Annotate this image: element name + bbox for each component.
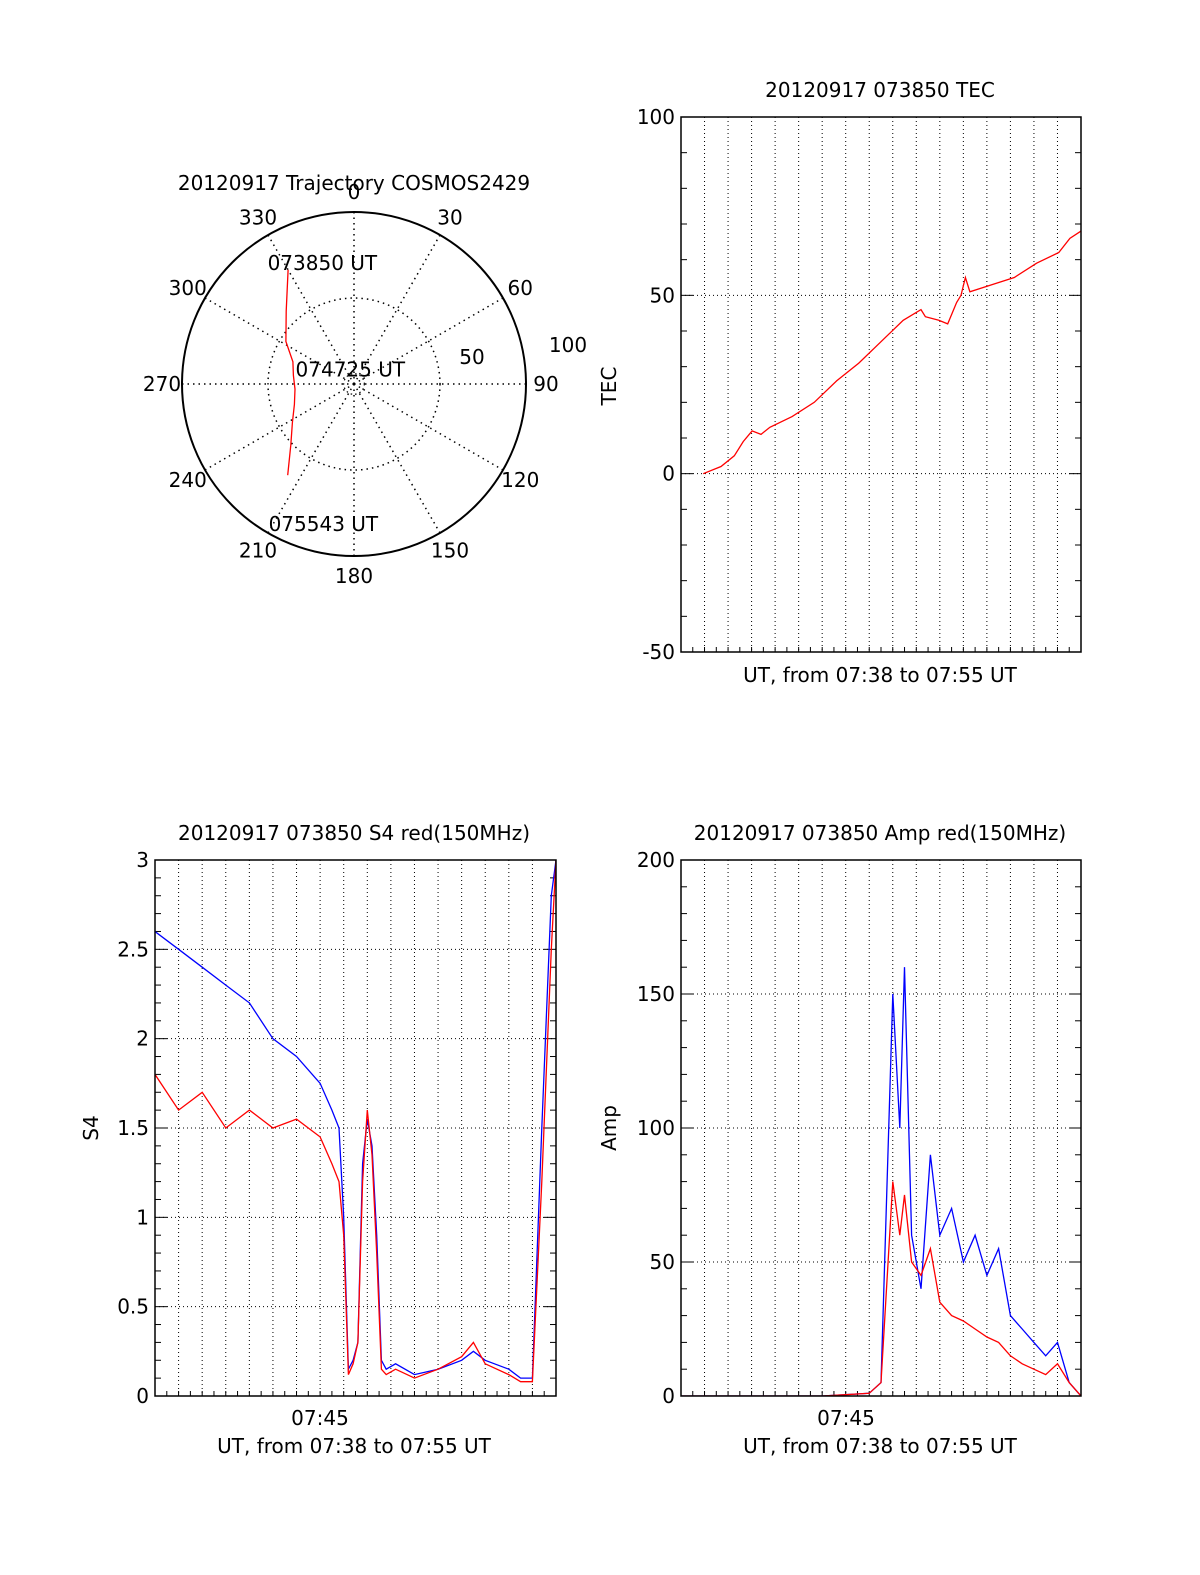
polar-azimuth-label: 120 bbox=[501, 468, 539, 492]
polar-azimuth-label: 150 bbox=[431, 538, 469, 562]
y-tick-label: -50 bbox=[642, 640, 675, 664]
s4-title: 20120917 073850 S4 red(150MHz) bbox=[178, 821, 530, 845]
y-tick-label: 0 bbox=[662, 1384, 675, 1408]
polar-spoke bbox=[267, 383, 355, 534]
polar-annotation: 075543 UT bbox=[269, 512, 379, 536]
y-tick-label: 0 bbox=[136, 1384, 149, 1408]
y-tick-label: 50 bbox=[650, 1250, 675, 1274]
polar-azimuth-label: 0 bbox=[348, 180, 361, 204]
y-tick-label: 200 bbox=[637, 848, 675, 872]
polar-annotations: 073850 UT 074725 UT 075543 UT bbox=[268, 251, 406, 536]
tec-ylabel: TEC bbox=[597, 367, 621, 407]
polar-azimuth-label: 30 bbox=[437, 206, 462, 230]
series-line bbox=[155, 860, 556, 1383]
polar-radial-label: 50 bbox=[459, 345, 484, 369]
s4-plot: 0 0.5 1 1.5 2 2.5 3 bbox=[117, 848, 557, 1408]
polar-annotation: 074725 UT bbox=[296, 358, 406, 382]
polar-spoke bbox=[353, 297, 504, 385]
y-tick-label: 0.5 bbox=[117, 1295, 149, 1319]
plot-frame bbox=[154, 859, 557, 1397]
polar-panel: 20120917 Trajectory COSMOS2429 0 30 60 90 12… bbox=[143, 171, 587, 588]
amp-xtick-label: 07:45 bbox=[817, 1406, 875, 1430]
s4-ylabel: S4 bbox=[79, 1115, 103, 1140]
polar-azimuth-label: 270 bbox=[143, 372, 181, 396]
polar-azimuth-label: 210 bbox=[239, 538, 277, 562]
polar-trajectory bbox=[285, 269, 296, 476]
y-tick-label: 2.5 bbox=[117, 937, 149, 961]
polar-azimuth-label: 180 bbox=[335, 564, 373, 588]
polar-azimuth-label: 300 bbox=[169, 276, 207, 300]
amp-xlabel: UT, from 07:38 to 07:55 UT bbox=[743, 1434, 1018, 1458]
s4-panel: 20120917 073850 S4 red(150MHz) 0 0.5 1 1.5 2… bbox=[79, 821, 557, 1458]
tec-panel: 20120917 073850 TEC -50 0 50 100 UT, from 0… bbox=[597, 78, 1082, 687]
polar-azimuth-labels: 0 30 60 90 120 150 180 210 240 270 300 330 bbox=[143, 180, 559, 588]
polar-spoke bbox=[204, 383, 355, 471]
polar-spoke bbox=[267, 234, 355, 385]
polar-spoke bbox=[353, 383, 504, 471]
polar-azimuth-label: 90 bbox=[533, 372, 558, 396]
y-tick-label: 3 bbox=[136, 848, 149, 872]
polar-ring-50 bbox=[267, 297, 441, 471]
y-tick-label: 1.5 bbox=[117, 1116, 149, 1140]
y-tick-label: 100 bbox=[637, 105, 675, 129]
tec-plot: -50 0 50 100 bbox=[637, 105, 1082, 664]
s4-xlabel: UT, from 07:38 to 07:55 UT bbox=[217, 1434, 492, 1458]
y-tick-label: 1 bbox=[136, 1205, 149, 1229]
polar-azimuth-label: 240 bbox=[169, 468, 207, 492]
polar-azimuth-label: 330 bbox=[239, 206, 277, 230]
polar-annotation: 073850 UT bbox=[268, 251, 378, 275]
polar-azimuth-label: 60 bbox=[508, 276, 533, 300]
polar-ring-center bbox=[343, 373, 365, 395]
series-group bbox=[155, 860, 556, 1383]
y-tick-label: 2 bbox=[136, 1027, 149, 1051]
amp-ylabel: Amp bbox=[597, 1105, 621, 1151]
tec-xlabel: UT, from 07:38 to 07:55 UT bbox=[743, 663, 1018, 687]
series-line bbox=[155, 860, 556, 1379]
y-tick-label: 100 bbox=[637, 1116, 675, 1140]
polar-spoke bbox=[353, 383, 441, 534]
polar-radial-labels: 50 100 bbox=[459, 333, 587, 369]
plot-frame bbox=[680, 116, 1082, 653]
amp-panel: 20120917 073850 Amp red(150MHz) 0 50 100 15… bbox=[597, 821, 1082, 1458]
series-group bbox=[702, 230, 1081, 475]
series-line bbox=[681, 967, 1081, 1396]
series-group bbox=[681, 967, 1081, 1396]
series-line bbox=[702, 230, 1081, 475]
y-tick-label: 0 bbox=[662, 462, 675, 486]
tec-title: 20120917 073850 TEC bbox=[765, 78, 995, 102]
amp-title: 20120917 073850 Amp red(150MHz) bbox=[694, 821, 1066, 845]
polar-spoke bbox=[204, 297, 355, 385]
series-line bbox=[681, 1181, 1081, 1396]
polar-trajectory-line bbox=[285, 269, 296, 476]
y-tick-label: 50 bbox=[650, 283, 675, 307]
polar-grid bbox=[181, 211, 527, 557]
y-tick-label: 150 bbox=[637, 982, 675, 1006]
polar-radial-label: 100 bbox=[549, 333, 587, 357]
polar-title: 20120917 Trajectory COSMOS2429 bbox=[178, 171, 530, 195]
plot-frame bbox=[680, 859, 1082, 1397]
polar-spoke bbox=[353, 234, 441, 385]
s4-xtick-label: 07:45 bbox=[291, 1406, 349, 1430]
amp-plot: 0 50 100 150 200 bbox=[637, 848, 1082, 1408]
